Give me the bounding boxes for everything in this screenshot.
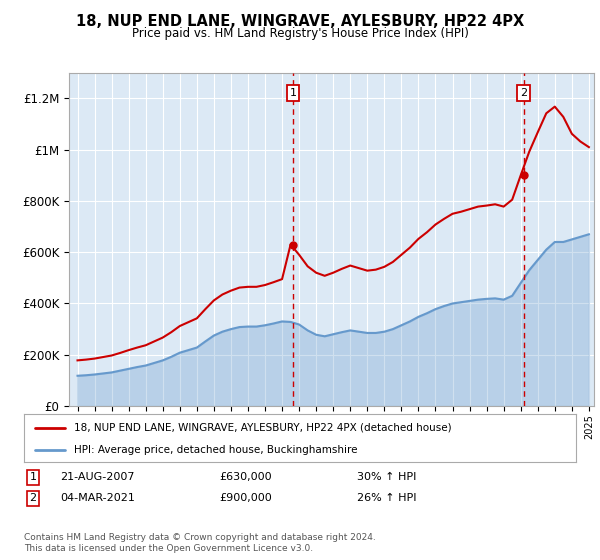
Text: 21-AUG-2007: 21-AUG-2007 [60,472,134,482]
Text: HPI: Average price, detached house, Buckinghamshire: HPI: Average price, detached house, Buck… [74,445,357,455]
Text: 26% ↑ HPI: 26% ↑ HPI [357,493,416,503]
Text: 18, NUP END LANE, WINGRAVE, AYLESBURY, HP22 4PX: 18, NUP END LANE, WINGRAVE, AYLESBURY, H… [76,14,524,29]
Text: 1: 1 [29,472,37,482]
Text: 30% ↑ HPI: 30% ↑ HPI [357,472,416,482]
Text: £900,000: £900,000 [219,493,272,503]
Text: 2: 2 [520,88,527,98]
Text: 1: 1 [289,88,296,98]
Text: 2: 2 [29,493,37,503]
Text: 04-MAR-2021: 04-MAR-2021 [60,493,135,503]
Text: £630,000: £630,000 [219,472,272,482]
Text: Price paid vs. HM Land Registry's House Price Index (HPI): Price paid vs. HM Land Registry's House … [131,27,469,40]
Text: Contains HM Land Registry data © Crown copyright and database right 2024.
This d: Contains HM Land Registry data © Crown c… [24,533,376,553]
Text: 18, NUP END LANE, WINGRAVE, AYLESBURY, HP22 4PX (detached house): 18, NUP END LANE, WINGRAVE, AYLESBURY, H… [74,423,451,433]
